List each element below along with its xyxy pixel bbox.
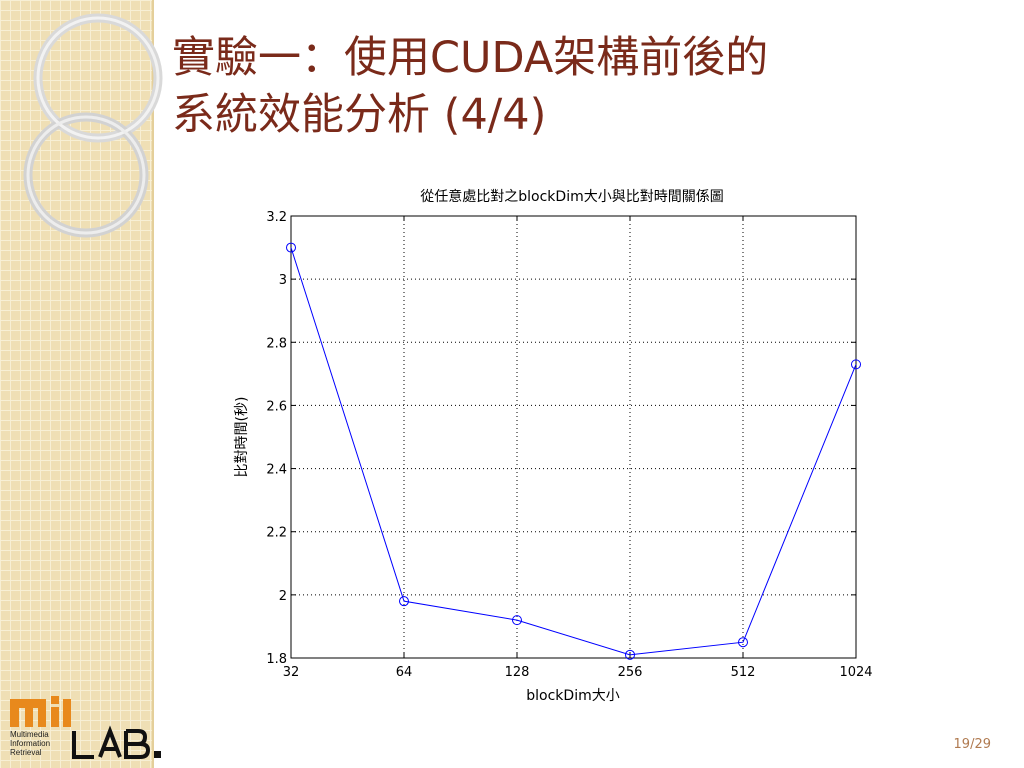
data-point [286, 242, 296, 253]
x-tick-label: 32 [283, 665, 300, 680]
data-point [512, 615, 522, 626]
data-point [399, 596, 409, 607]
data-series [286, 242, 861, 660]
y-tick-label: 2 [279, 589, 287, 604]
lab-dot [154, 751, 161, 758]
ring-upper-highlight [36, 16, 160, 140]
ring-lower-highlight [26, 115, 146, 235]
x-tick-label: 64 [396, 665, 413, 680]
x-tick-label: 256 [618, 665, 643, 680]
mirlab-logo [10, 696, 161, 759]
y-axis-ticks: 1.8 2 2.2 2.4 2.6 2.8 3 3.2 [266, 210, 856, 667]
plot-area [291, 216, 856, 658]
mir-mark [10, 696, 71, 727]
decorative-rings [23, 13, 163, 238]
x-axis-ticks: 32 64 128 256 512 1024 [283, 216, 873, 680]
slide-title: 實驗一：使用CUDA架構前後的 系統效能分析 (4/4) [172, 30, 992, 144]
x-tick-label: 512 [731, 665, 756, 680]
y-tick-label: 1.8 [266, 652, 287, 667]
y-tick-label: 2.6 [266, 399, 287, 414]
y-tick-label: 3 [279, 273, 287, 288]
page-number: 19/29 [953, 737, 991, 752]
data-point [738, 637, 748, 648]
logo-caption-line-3: Retrieval [10, 748, 42, 757]
grid-lines [291, 216, 856, 658]
x-tick-label: 1024 [839, 665, 872, 680]
x-tick-label: 128 [505, 665, 530, 680]
plot-frame [290, 215, 857, 659]
data-point [851, 359, 861, 370]
chart-title: 從任意處比對之blockDim大小與比對時間關係圖 [420, 188, 723, 205]
slide-title-line-1: 實驗一：使用CUDA架構前後的 [172, 33, 769, 83]
y-tick-label: 2.8 [266, 336, 287, 351]
strip-edge [152, 0, 154, 768]
y-axis-label: 比對時間(秒) [234, 397, 250, 478]
data-point [625, 649, 635, 660]
logo-caption: Multimedia Information Retrieval [10, 730, 50, 757]
x-axis-label: blockDim大小 [526, 688, 619, 704]
y-tick-label: 2.2 [266, 526, 287, 541]
y-tick-label: 2.4 [266, 463, 287, 478]
y-tick-label: 3.2 [266, 210, 287, 225]
line-chart: 從任意處比對之blockDim大小與比對時間關係圖 1.8 2 2.2 2.4 2.6 2… [234, 188, 873, 704]
slide-title-line-2: 系統效能分析 (4/4) [172, 90, 547, 140]
logo-caption-line-2: Information [10, 739, 51, 748]
logo-caption-line-1: Multimedia [10, 730, 49, 739]
lab-mark [72, 725, 151, 759]
series-line [290, 247, 857, 656]
